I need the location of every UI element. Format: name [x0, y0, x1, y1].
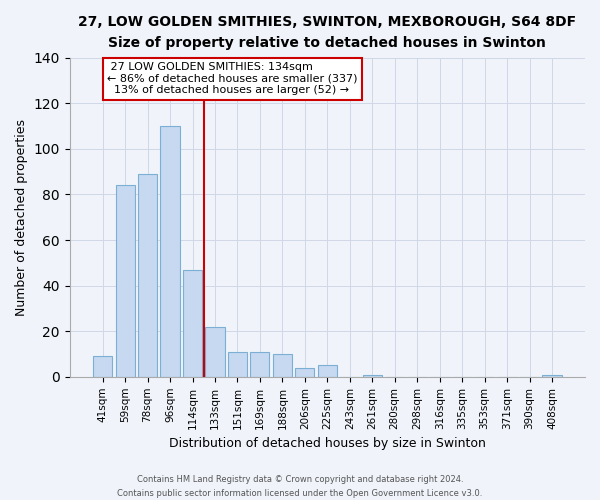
Bar [228, 352, 247, 377]
Bar [183, 270, 202, 377]
Y-axis label: Number of detached properties: Number of detached properties [15, 119, 28, 316]
Bar [116, 186, 134, 377]
Bar [138, 174, 157, 377]
Bar [542, 374, 562, 377]
X-axis label: Distribution of detached houses by size in Swinton: Distribution of detached houses by size … [169, 437, 486, 450]
Title: 27, LOW GOLDEN SMITHIES, SWINTON, MEXBOROUGH, S64 8DF
Size of property relative : 27, LOW GOLDEN SMITHIES, SWINTON, MEXBOR… [78, 15, 577, 50]
Bar [363, 374, 382, 377]
Text: Contains HM Land Registry data © Crown copyright and database right 2024.
Contai: Contains HM Land Registry data © Crown c… [118, 476, 482, 498]
Bar [93, 356, 112, 377]
Bar [295, 368, 314, 377]
Bar [318, 366, 337, 377]
Text: 27 LOW GOLDEN SMITHIES: 134sqm
← 86% of detached houses are smaller (337)
  13% : 27 LOW GOLDEN SMITHIES: 134sqm ← 86% of … [107, 62, 358, 96]
Bar [160, 126, 179, 377]
Bar [205, 326, 224, 377]
Bar [250, 352, 269, 377]
Bar [273, 354, 292, 377]
